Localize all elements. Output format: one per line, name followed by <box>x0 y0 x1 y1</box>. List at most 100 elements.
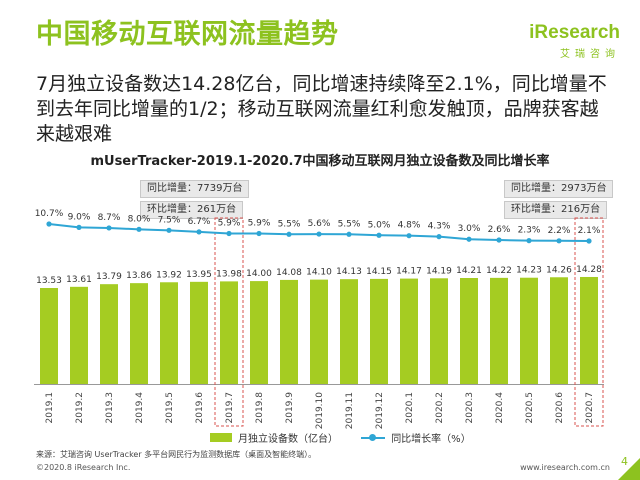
callout-right-mom: 环比增量：216万台 <box>504 201 608 219</box>
line-value-label: 7.5% <box>158 215 181 225</box>
website: www.iresearch.com.cn <box>520 463 610 472</box>
bar-value-label: 13.61 <box>66 275 92 285</box>
x-tick-label: 2020.7 <box>585 392 595 424</box>
copyright: ©2020.8 iResearch Inc. <box>36 463 131 472</box>
bar-value-label: 14.23 <box>516 266 542 276</box>
corner-decoration <box>618 458 640 480</box>
line-point <box>256 230 262 237</box>
source-note: 来源：艾瑞咨询 UserTracker 多平台网民行为监测数据库（桌面及智能终端… <box>36 450 317 459</box>
line-point <box>136 226 142 232</box>
line-value-label: 5.0% <box>368 220 391 230</box>
legend-line-label: 同比增长率（%） <box>391 434 471 445</box>
x-tick-label: 2020.4 <box>495 392 505 424</box>
bar-value-label: 13.53 <box>36 276 62 286</box>
iresearch-logo: iResearch 艾瑞咨询 <box>510 22 620 60</box>
line-point <box>166 227 172 233</box>
line-value-label: 5.9% <box>218 218 241 228</box>
bar <box>370 278 388 384</box>
chart-title: mUserTracker-2019.1-2020.7中国移动互联网月独立设备数及… <box>90 154 550 169</box>
x-tick-label: 2019.12 <box>375 392 385 429</box>
line-point <box>226 230 232 237</box>
bar-value-label: 14.00 <box>246 269 272 279</box>
page-title: 中国移动互联网流量趋势 <box>36 19 339 50</box>
line-swatch-icon <box>361 433 386 442</box>
bar-value-label: 14.08 <box>276 268 302 278</box>
line-value-label: 9.0% <box>68 212 91 222</box>
bar-value-label: 14.15 <box>366 267 392 277</box>
x-tick-label: 2019.4 <box>135 392 145 424</box>
bar <box>400 278 418 384</box>
line-value-label: 2.2% <box>548 226 571 236</box>
callout-left-yoy: 同比增量：7739万台 <box>140 180 250 198</box>
bar <box>430 278 448 384</box>
bar <box>550 277 568 384</box>
legend: 月独立设备数（亿台） 同比增长率（%） <box>210 430 491 445</box>
x-tick-label: 2020.3 <box>465 392 475 424</box>
bar-value-label: 13.98 <box>216 269 242 279</box>
line-value-label: 5.5% <box>278 219 301 229</box>
bar-value-label: 14.13 <box>336 267 362 277</box>
logo-text: iResearch <box>529 22 620 43</box>
line-value-label: 8.7% <box>98 213 121 223</box>
bar-swatch-icon <box>210 433 232 442</box>
x-tick-label: 2019.8 <box>255 392 265 424</box>
bar-value-label: 14.19 <box>426 266 452 276</box>
bar <box>460 278 478 384</box>
line-value-label: 2.1% <box>578 226 601 236</box>
bar <box>250 281 268 384</box>
legend-bar: 月独立设备数（亿台） <box>210 430 338 445</box>
line-point <box>376 232 382 238</box>
legend-bar-label: 月独立设备数（亿台） <box>238 434 338 445</box>
x-tick-label: 2019.11 <box>345 392 355 429</box>
bar-value-label: 13.95 <box>186 270 212 280</box>
line-point <box>286 231 292 237</box>
line-value-label: 6.7% <box>188 217 211 227</box>
bar <box>520 277 538 384</box>
bar <box>100 284 118 384</box>
bar <box>40 288 58 384</box>
callout-right-yoy: 同比增量：2973万台 <box>504 180 614 198</box>
line-point <box>436 234 442 240</box>
x-tick-label: 2020.6 <box>555 392 565 424</box>
x-tick-label: 2019.3 <box>105 392 115 424</box>
line-value-label: 2.6% <box>488 225 511 235</box>
bar <box>490 277 508 384</box>
bar <box>280 279 298 384</box>
line-point <box>106 225 112 231</box>
bar <box>70 286 88 384</box>
bar-value-label: 14.21 <box>456 266 482 276</box>
x-tick-label: 2020.5 <box>525 392 535 424</box>
x-tick-label: 2019.10 <box>315 392 325 429</box>
line-point <box>196 229 202 235</box>
bar <box>340 279 358 384</box>
bar <box>310 279 328 384</box>
x-tick-label: 2019.1 <box>45 392 55 424</box>
bar-value-label: 13.86 <box>126 271 152 281</box>
x-tick-label: 2019.6 <box>195 392 205 424</box>
callout-left-mom: 环比增量：261万台 <box>140 201 244 219</box>
bar-value-label: 13.79 <box>96 272 122 282</box>
x-tick-label: 2019.5 <box>165 392 175 424</box>
highlight-box <box>214 217 244 427</box>
x-tick-label: 2019.2 <box>75 392 85 424</box>
bar-value-label: 14.10 <box>306 268 332 278</box>
x-tick-label: 2019.9 <box>285 392 295 424</box>
line-point <box>46 221 52 227</box>
line-value-label: 4.8% <box>398 221 421 231</box>
bar-value-label: 14.22 <box>486 266 512 276</box>
line-point <box>406 233 412 239</box>
bar <box>190 281 208 384</box>
x-tick-label: 2020.2 <box>435 392 445 424</box>
line-point <box>526 238 532 244</box>
line-point <box>466 236 472 242</box>
line-value-label: 5.5% <box>338 219 361 229</box>
bar <box>130 283 148 384</box>
line-value-label: 8.0% <box>128 214 151 224</box>
bar <box>580 276 598 384</box>
bar-value-label: 14.17 <box>396 267 422 277</box>
bar-value-label: 14.28 <box>576 265 602 275</box>
x-tick-label: 2020.1 <box>405 392 415 424</box>
line-point <box>76 224 82 230</box>
line-value-label: 5.9% <box>248 218 271 228</box>
x-tick-label: 2019.7 <box>225 392 235 424</box>
